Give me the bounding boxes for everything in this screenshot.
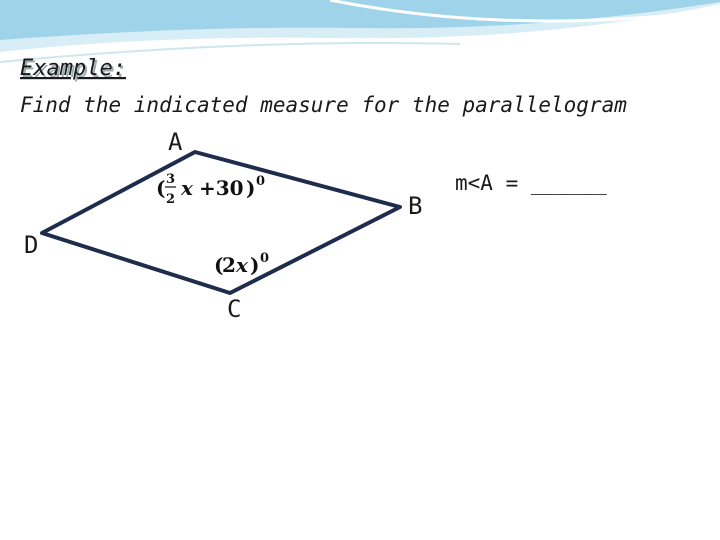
paren: ( — [214, 253, 223, 277]
exponent: 0 — [256, 174, 265, 189]
vertex-label: C — [227, 295, 241, 323]
wave-highlight — [329, 0, 720, 23]
question: m<A = ______ — [455, 171, 607, 195]
title-shadow: Example: — [22, 58, 128, 83]
denominator: 2 — [166, 192, 175, 207]
instruction: Find the indicated measure for the paral… — [20, 93, 627, 117]
vertex-label: B — [408, 192, 422, 220]
paren: ) — [246, 176, 255, 200]
variable: x — [180, 176, 194, 200]
wave-line — [0, 41, 461, 63]
numerator: 3 — [166, 172, 175, 187]
constant: +30 — [199, 176, 244, 200]
top-wave-inner — [0, 0, 720, 40]
variable: x — [235, 253, 249, 277]
title: Example: — [20, 56, 126, 81]
paren: ) — [250, 253, 259, 277]
parallelogram — [40, 150, 402, 295]
vertex-label: D — [24, 231, 38, 259]
coefficient: 2 — [222, 253, 236, 277]
paren: ( — [156, 176, 165, 200]
vertex-label: A — [168, 128, 183, 156]
exponent: 0 — [260, 251, 269, 266]
